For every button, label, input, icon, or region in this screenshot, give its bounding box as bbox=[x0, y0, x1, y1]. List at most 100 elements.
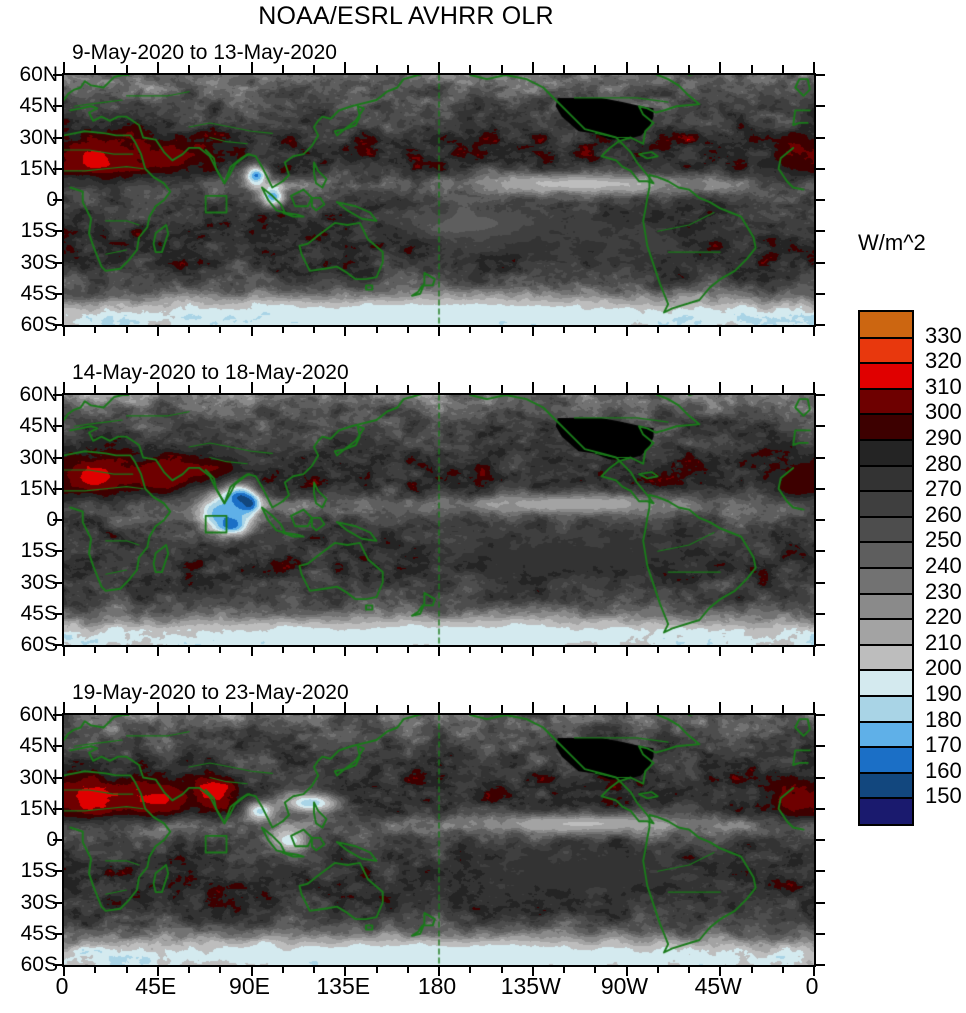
x-tick-top bbox=[281, 705, 284, 713]
map-plot-area[interactable] bbox=[62, 713, 816, 967]
colorbar-band bbox=[860, 465, 912, 492]
x-tick-top bbox=[281, 385, 284, 393]
tick-layer bbox=[53, 702, 825, 976]
colorbar-tick-label: 260 bbox=[925, 501, 962, 527]
x-tick-top bbox=[781, 65, 784, 73]
x-tick-top bbox=[469, 65, 472, 73]
colorbar-band-divider bbox=[860, 643, 912, 646]
x-tick-label: 45W bbox=[694, 973, 742, 999]
colorbar-band-divider bbox=[860, 515, 912, 518]
x-tick-bottom bbox=[281, 965, 284, 973]
colorbar-band bbox=[860, 593, 912, 620]
y-tick-right bbox=[814, 839, 825, 841]
y-tick-left bbox=[53, 425, 64, 428]
y-tick-label: 45N bbox=[19, 94, 58, 118]
y-tick-label: 15N bbox=[19, 156, 58, 180]
y-tick-label: 30N bbox=[19, 125, 58, 149]
x-tick-bottom bbox=[469, 965, 472, 973]
x-tick-bottom bbox=[63, 645, 65, 656]
x-tick-bottom bbox=[594, 325, 597, 333]
colorbar-tick-label: 200 bbox=[925, 655, 962, 681]
x-tick-top bbox=[406, 385, 409, 393]
y-tick-right bbox=[814, 456, 825, 459]
map-plot-area[interactable] bbox=[62, 393, 816, 647]
colorbar-tick-label: 220 bbox=[925, 604, 962, 630]
panel-title: 9-May-2020 to 13-May-2020 bbox=[72, 41, 337, 64]
x-tick-top bbox=[531, 382, 534, 393]
y-tick-right bbox=[814, 425, 825, 428]
y-tick-label: 60N bbox=[19, 703, 58, 726]
x-tick-top bbox=[500, 385, 503, 393]
colorbar-tick-label: 280 bbox=[925, 450, 962, 476]
y-tick-right bbox=[814, 394, 825, 396]
x-tick-top bbox=[156, 62, 159, 73]
x-tick-top bbox=[625, 62, 628, 73]
colorbar[interactable] bbox=[858, 310, 914, 826]
y-tick-right bbox=[814, 932, 825, 935]
x-tick-top bbox=[94, 65, 97, 73]
x-tick-top bbox=[500, 705, 503, 713]
y-tick-left bbox=[53, 807, 64, 810]
x-tick-bottom bbox=[688, 325, 690, 333]
x-tick-bottom bbox=[781, 325, 784, 333]
x-tick-top bbox=[438, 62, 440, 73]
x-tick-bottom bbox=[750, 645, 753, 653]
y-tick-right bbox=[814, 745, 825, 748]
x-tick-bottom bbox=[563, 645, 565, 653]
panel-title: 14-May-2020 to 18-May-2020 bbox=[72, 361, 349, 384]
colorbar-units-label: W/m^2 bbox=[858, 230, 926, 255]
x-tick-bottom bbox=[406, 325, 409, 333]
x-tick-bottom bbox=[344, 965, 347, 976]
x-tick-bottom bbox=[281, 325, 284, 333]
x-tick-top bbox=[94, 385, 97, 393]
x-tick-bottom bbox=[438, 325, 440, 336]
x-tick-bottom bbox=[719, 645, 722, 656]
y-tick-left bbox=[53, 550, 64, 553]
colorbar-tick-label: 290 bbox=[925, 425, 962, 450]
x-tick-label: 135E bbox=[316, 973, 371, 999]
y-tick-right bbox=[814, 74, 825, 76]
x-tick-top bbox=[375, 65, 378, 73]
x-tick-bottom bbox=[781, 645, 784, 653]
colorbar-tick-label: 210 bbox=[925, 629, 962, 655]
x-tick-bottom bbox=[781, 965, 784, 973]
x-tick-bottom bbox=[438, 965, 440, 976]
x-tick-bottom bbox=[188, 965, 190, 973]
x-tick-top bbox=[500, 65, 503, 73]
x-tick-bottom bbox=[438, 645, 440, 656]
y-tick-right bbox=[814, 870, 825, 873]
x-tick-top bbox=[344, 702, 347, 713]
x-tick-bottom bbox=[656, 965, 659, 973]
y-tick-label: 60S bbox=[20, 953, 58, 976]
tick-layer bbox=[53, 62, 825, 336]
map-plot-area[interactable] bbox=[62, 73, 816, 327]
x-tick-top bbox=[469, 705, 472, 713]
colorbar-band-divider bbox=[860, 439, 912, 441]
colorbar-tick-label: 270 bbox=[925, 476, 962, 502]
panel-title: 19-May-2020 to 23-May-2020 bbox=[72, 681, 349, 704]
y-tick-right bbox=[814, 901, 825, 904]
x-tick-top bbox=[656, 65, 659, 73]
x-tick-top bbox=[719, 382, 722, 393]
x-tick-bottom bbox=[500, 325, 503, 333]
colorbar-tick-label: 310 bbox=[925, 373, 962, 399]
x-tick-top bbox=[469, 385, 472, 393]
y-tick-right bbox=[814, 776, 825, 779]
x-tick-label: 0 bbox=[55, 973, 69, 999]
y-tick-right bbox=[814, 550, 825, 553]
x-tick-bottom bbox=[406, 645, 409, 653]
y-tick-left bbox=[53, 394, 64, 396]
colorbar-band bbox=[860, 414, 912, 440]
x-tick-bottom bbox=[156, 325, 159, 336]
x-tick-top bbox=[63, 702, 65, 713]
colorbar-band bbox=[860, 798, 912, 824]
y-tick-label: 30S bbox=[20, 250, 58, 274]
colorbar-band-divider bbox=[860, 362, 912, 365]
x-tick-top bbox=[281, 65, 284, 73]
x-tick-top bbox=[781, 705, 784, 713]
y-tick-label: 45N bbox=[19, 734, 58, 758]
y-tick-label: 60N bbox=[19, 383, 58, 406]
x-tick-bottom bbox=[375, 325, 378, 333]
colorbar-band bbox=[860, 619, 912, 645]
y-tick-left bbox=[53, 324, 64, 326]
